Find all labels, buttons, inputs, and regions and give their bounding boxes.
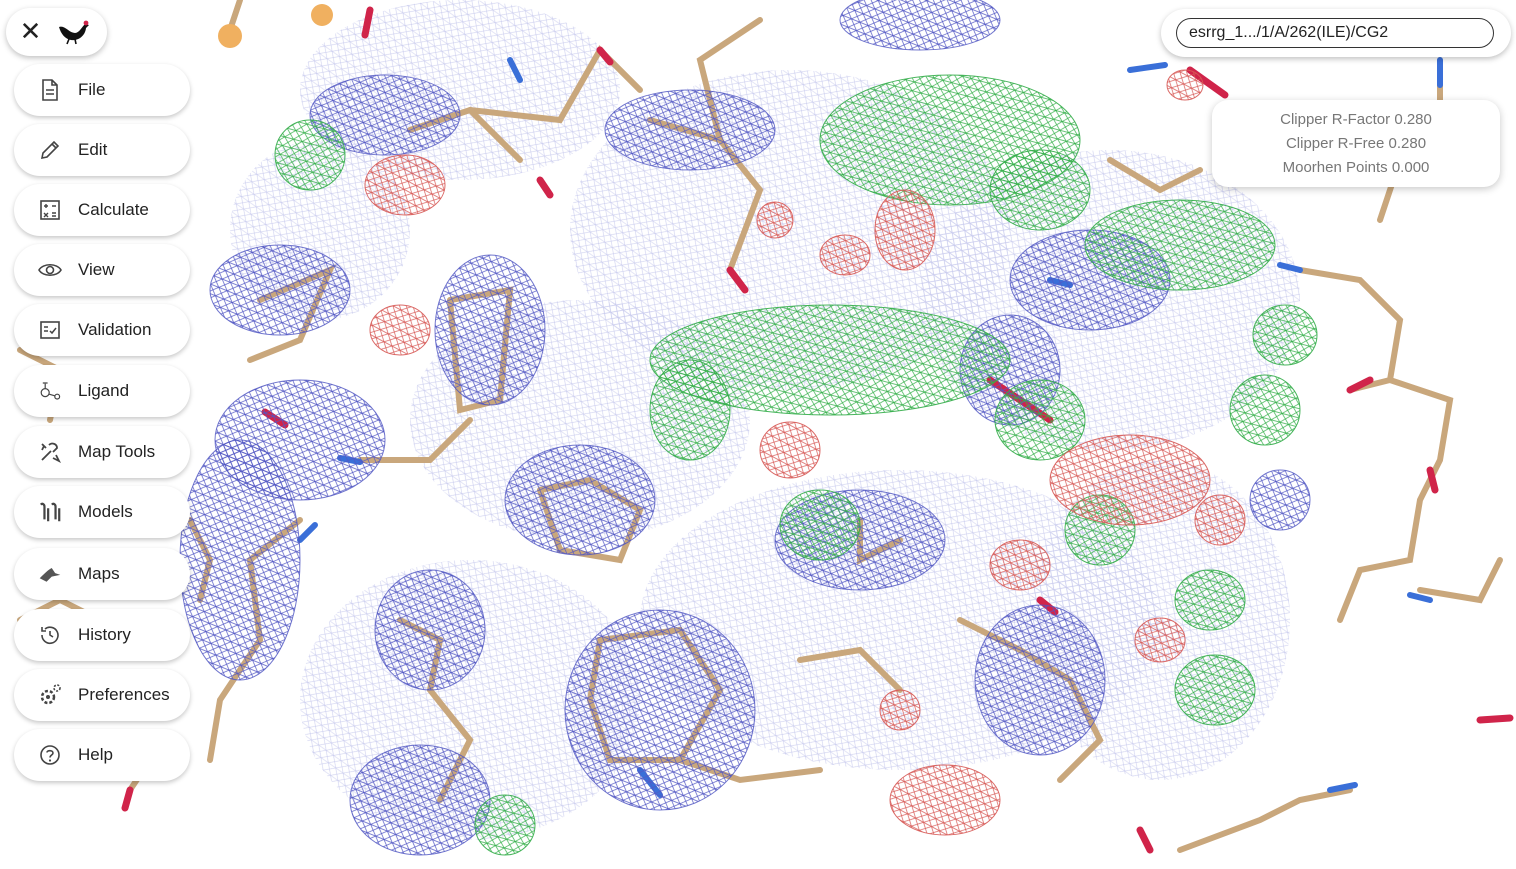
r-free-text: Clipper R-Free 0.280 bbox=[1285, 134, 1427, 152]
menu-item-label: View bbox=[78, 260, 115, 279]
menu-item-label: Ligand bbox=[78, 381, 130, 400]
menu-item-ligand[interactable]: Ligand bbox=[14, 365, 190, 417]
app-header-pill: ✕ bbox=[6, 8, 107, 56]
calculator-icon bbox=[38, 198, 62, 222]
menu-item-edit[interactable]: Edit bbox=[14, 124, 190, 176]
moorhen-logo-icon bbox=[55, 15, 93, 50]
menu-item-label: Preferences bbox=[78, 685, 170, 704]
menu-item-label: Models bbox=[78, 502, 133, 521]
menu-item-history[interactable]: History bbox=[14, 609, 190, 661]
r-factor-text: Clipper R-Factor 0.280 bbox=[1280, 110, 1432, 128]
menu-item-label: Validation bbox=[78, 320, 152, 339]
eye-icon bbox=[38, 258, 62, 282]
menu-item-maps[interactable]: Maps bbox=[14, 548, 190, 600]
moorhen-points-text: Moorhen Points 0.000 bbox=[1282, 158, 1430, 176]
density-mesh-positive bbox=[274, 74, 1318, 856]
maps-icon bbox=[38, 562, 62, 586]
menu-item-validation[interactable]: Validation bbox=[14, 304, 190, 356]
density-mesh-negative bbox=[364, 69, 1246, 836]
menu-item-preferences[interactable]: Preferences bbox=[14, 669, 190, 721]
menu-item-label: Maps bbox=[78, 564, 120, 583]
menu-item-models[interactable]: Models bbox=[14, 486, 190, 538]
menu-item-file[interactable]: File bbox=[14, 64, 190, 116]
preferences-icon bbox=[38, 683, 62, 707]
models-icon bbox=[38, 500, 62, 524]
validation-icon bbox=[38, 318, 62, 342]
menu-item-label: History bbox=[78, 625, 131, 644]
atom-spheres bbox=[218, 4, 333, 48]
file-icon bbox=[38, 78, 62, 102]
close-icon[interactable]: ✕ bbox=[19, 17, 42, 47]
menu-item-label: Calculate bbox=[78, 200, 149, 219]
density-mesh-2fofc bbox=[179, 0, 1311, 856]
menu-item-view[interactable]: View bbox=[14, 244, 190, 296]
menu-item-label: Edit bbox=[78, 140, 108, 159]
residue-search-pill bbox=[1161, 9, 1511, 57]
menu-item-label: Map Tools bbox=[78, 442, 156, 461]
menu-item-map-tools[interactable]: Map Tools bbox=[14, 426, 190, 478]
menu-item-help[interactable]: Help bbox=[14, 729, 190, 781]
residue-search-input[interactable] bbox=[1176, 18, 1494, 48]
tools-icon bbox=[38, 440, 62, 464]
ligand-icon bbox=[38, 379, 62, 403]
validation-stats-panel: Clipper R-Factor 0.280 Clipper R-Free 0.… bbox=[1212, 100, 1500, 187]
menu-item-label: File bbox=[78, 80, 106, 99]
menu-item-label: Help bbox=[78, 745, 113, 764]
help-icon bbox=[38, 743, 62, 767]
menu-item-calculate[interactable]: Calculate bbox=[14, 184, 190, 236]
history-icon bbox=[38, 623, 62, 647]
pencil-icon bbox=[38, 138, 62, 162]
